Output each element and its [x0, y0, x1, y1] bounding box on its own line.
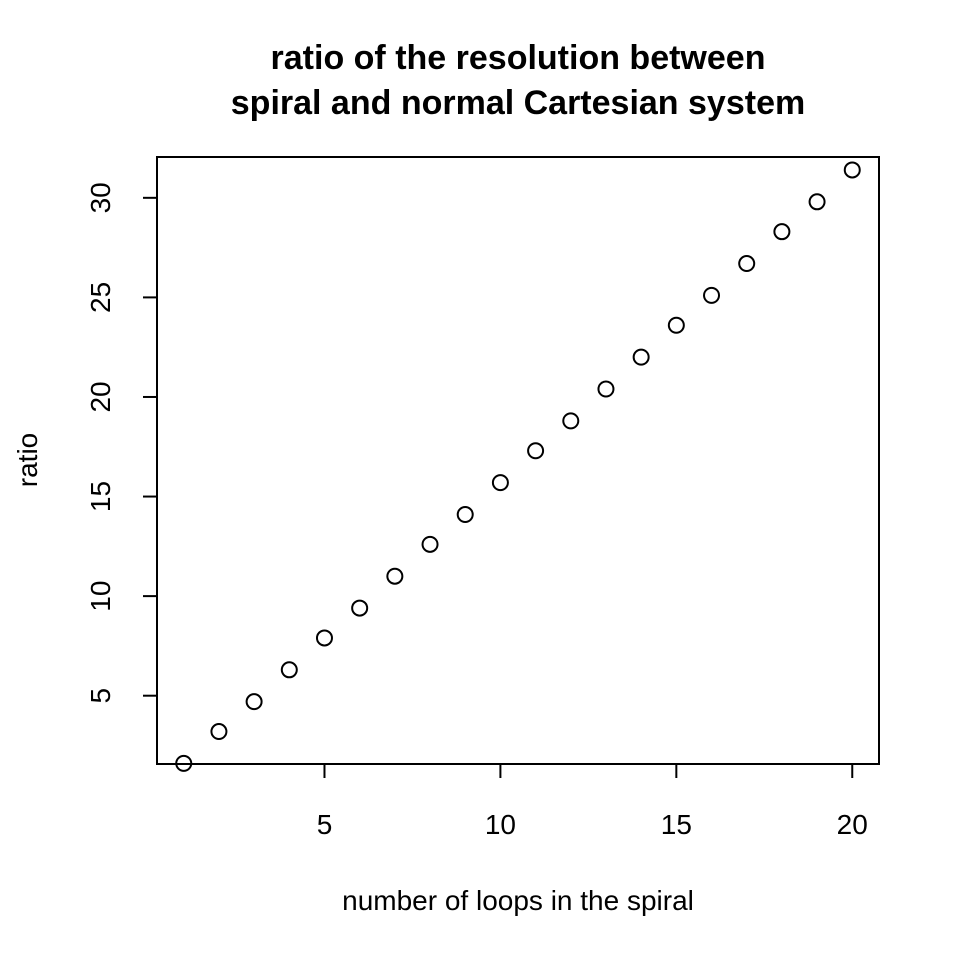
y-tick-label: 10 [85, 581, 116, 612]
data-points [175, 161, 861, 772]
data-point [351, 599, 369, 617]
data-point [667, 316, 685, 334]
data-point [632, 348, 650, 366]
data-point [175, 754, 193, 772]
y-tick-label: 25 [85, 282, 116, 313]
data-point [562, 412, 580, 430]
data-point [597, 380, 615, 398]
data-point [843, 161, 861, 179]
data-point [703, 286, 721, 304]
data-point [315, 629, 333, 647]
data-point [738, 255, 756, 273]
data-point [808, 193, 826, 211]
x-tick-label: 20 [837, 809, 868, 840]
data-point [386, 567, 404, 585]
data-point [245, 693, 263, 711]
y-tick-label: 15 [85, 481, 116, 512]
data-point [280, 661, 298, 679]
y-axis: 5 10 15 20 25 30 [85, 182, 158, 704]
data-point [210, 723, 228, 741]
data-point [456, 505, 474, 523]
data-point [527, 442, 545, 460]
x-tick-label: 10 [485, 809, 516, 840]
x-axis-label: number of loops in the spiral [342, 885, 694, 916]
data-point [421, 535, 439, 553]
y-tick-label: 30 [85, 182, 116, 213]
y-tick-label: 5 [85, 688, 116, 704]
y-tick-label: 20 [85, 381, 116, 412]
data-point [491, 474, 509, 492]
chart-title-line-1: ratio of the resolution between [271, 39, 766, 77]
y-axis-label: ratio [12, 433, 43, 487]
x-tick-label: 15 [661, 809, 692, 840]
x-axis: 5 10 15 20 [317, 763, 868, 840]
plot-area-frame [156, 156, 880, 765]
x-tick-label: 5 [317, 809, 333, 840]
chart-title-line-2: spiral and normal Cartesian system [231, 84, 805, 122]
data-point [773, 223, 791, 241]
